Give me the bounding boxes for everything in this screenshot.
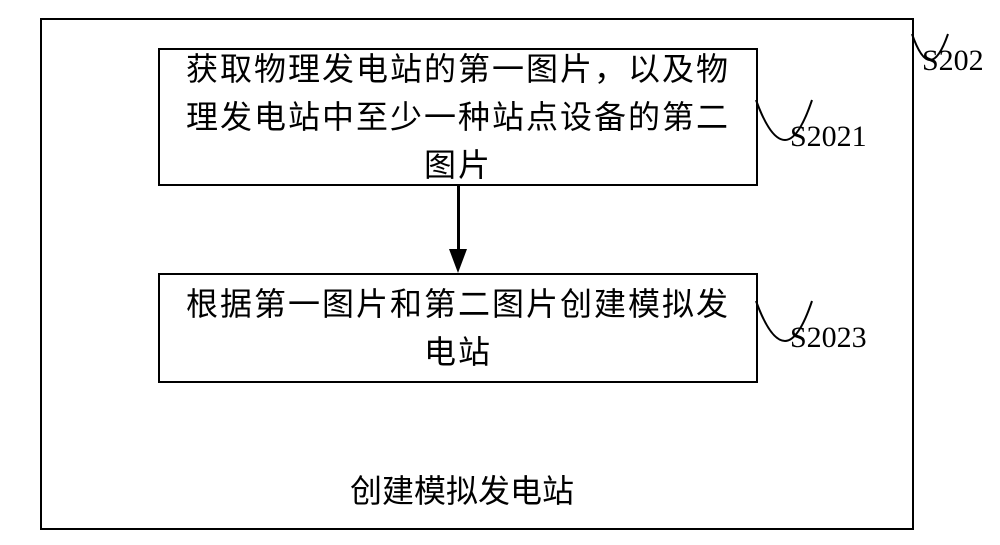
step-label-s2023: S2023: [790, 321, 867, 355]
flow-arrow-head: [449, 249, 467, 273]
step-label-s2021: S2021: [790, 120, 867, 154]
step-text-s2021: 获取物理发电站的第一图片，以及物理发电站中至少一种站点设备的第二图片: [180, 45, 736, 189]
flow-arrow-line: [457, 186, 460, 249]
outer-caption: 创建模拟发电站: [350, 466, 574, 512]
step-box-s2023: 根据第一图片和第二图片创建模拟发电站: [158, 273, 758, 383]
outer-step-label: S202: [922, 44, 984, 78]
step-text-s2023: 根据第一图片和第二图片创建模拟发电站: [180, 280, 736, 376]
step-box-s2021: 获取物理发电站的第一图片，以及物理发电站中至少一种站点设备的第二图片: [158, 48, 758, 186]
